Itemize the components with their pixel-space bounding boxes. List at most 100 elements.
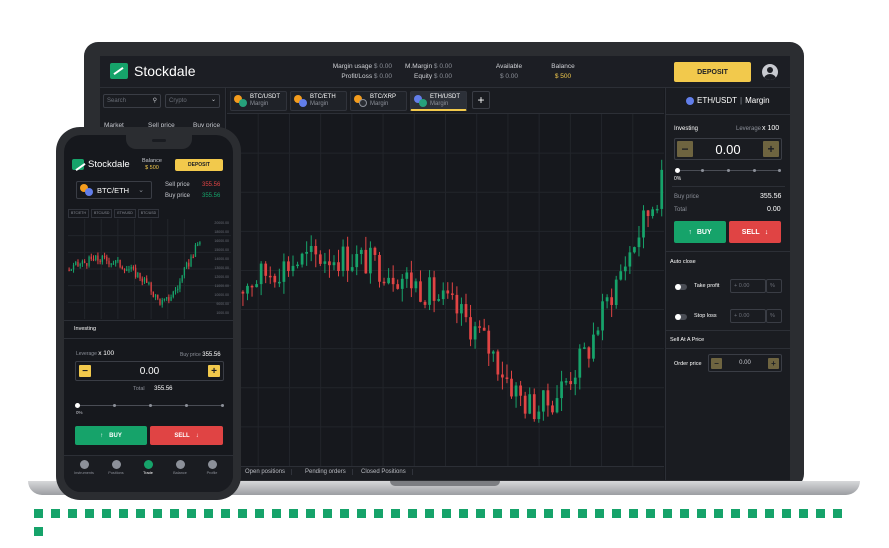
phone-amount-stepper[interactable]: − 0.00 + — [75, 361, 224, 381]
divider — [672, 186, 785, 187]
candle-body — [199, 242, 201, 245]
amount-value[interactable]: 0.00 — [715, 141, 741, 157]
phone-pair-select[interactable]: BTC/ETH ⌄ — [76, 181, 152, 199]
tab-type: Margin — [370, 101, 389, 107]
dash — [408, 509, 417, 518]
phone-amount-value[interactable]: 0.00 — [139, 365, 160, 377]
tab-eth-usdt[interactable]: ETH/USDT Margin — [410, 91, 467, 111]
candle-body — [364, 249, 368, 274]
dash — [187, 509, 196, 518]
crypto-placeholder: Crypto — [169, 98, 187, 104]
candle-body — [101, 255, 104, 262]
phone-mini-tab[interactable]: BTC/USD — [90, 209, 113, 218]
nav-balance[interactable]: Balance — [164, 460, 196, 475]
candle-body — [112, 263, 115, 265]
candle-body — [409, 272, 413, 289]
phone-mini-tabs: BTC/ETH BTC/USD ETH/USD BTC/USD — [68, 209, 229, 218]
slider-knob[interactable] — [675, 168, 680, 173]
nav-trade[interactable]: Trade — [132, 460, 164, 475]
phone-mini-tab[interactable]: ETH/USD — [114, 209, 136, 218]
chevron-down-icon: ⌄ — [138, 187, 144, 194]
stop-loss-toggle[interactable] — [675, 314, 687, 320]
price-chart[interactable] — [227, 114, 664, 466]
tab-closed-positions[interactable]: Closed Positions — [355, 469, 413, 475]
order-price-value[interactable]: 0.00 — [739, 360, 751, 366]
add-tab-button[interactable]: + — [472, 91, 490, 109]
candle-body — [391, 277, 395, 285]
profile-icon — [207, 460, 217, 469]
crypto-select[interactable]: Crypto ⌄ — [165, 94, 220, 108]
candle-body — [469, 317, 472, 340]
candle-body — [582, 347, 586, 349]
plus-button[interactable]: + — [768, 357, 779, 369]
nav-label: Positions — [108, 471, 124, 475]
phone-mini-tab[interactable]: BTC/ETH — [68, 209, 89, 218]
dash — [493, 509, 502, 518]
title-pair: ETH/USDT — [697, 96, 737, 105]
tab-btc-xrp[interactable]: BTC/XRP Margin — [350, 91, 407, 111]
nav-positions[interactable]: Positions — [100, 460, 132, 475]
total-label: Total — [674, 207, 687, 213]
dash — [731, 509, 740, 518]
candle-body — [346, 246, 349, 271]
deposit-button[interactable]: DEPOSIT — [674, 62, 751, 82]
order-price-stepper[interactable]: − 0.00 + — [708, 354, 782, 372]
phone-deposit-button[interactable]: DEPOSIT — [175, 159, 223, 171]
buy-button[interactable]: ↑ BUY — [674, 221, 726, 243]
take-profit-label: Take profit — [694, 283, 720, 289]
phone-slider-percent: 0% — [76, 410, 83, 415]
phone-minus-button[interactable]: − — [79, 365, 91, 377]
search-input[interactable]: Search ⚲ — [103, 94, 161, 108]
positions-tabs: Open positions Pending orders Closed Pos… — [227, 466, 664, 480]
leverage-label: Leverage — [736, 126, 762, 132]
take-profit-toggle[interactable] — [675, 284, 687, 290]
nav-instruments[interactable]: Instruments — [68, 460, 100, 475]
phone-total-label: Total — [133, 386, 145, 392]
dash — [646, 509, 655, 518]
phone-chart[interactable]: 20000.00 18000.00 16000.00 15000.00 14000.00… — [68, 219, 231, 319]
candle-body — [373, 247, 377, 255]
stop-loss-unit[interactable]: % — [766, 309, 782, 323]
available-value: $ 0.00 — [499, 73, 519, 80]
minus-button[interactable]: − — [711, 357, 722, 369]
nav-profile[interactable]: Profile — [196, 460, 228, 475]
phone-slider-knob[interactable] — [75, 403, 80, 408]
phone-sell-button[interactable]: SELL ↓ — [150, 426, 223, 445]
brand-logo[interactable]: Stockdale — [110, 63, 195, 79]
candle-body — [119, 259, 121, 267]
percent-unit: % — [770, 313, 775, 319]
laptop-notch — [390, 481, 500, 486]
dash — [833, 509, 842, 518]
dash — [306, 509, 315, 518]
take-profit-input[interactable]: + 0.00 — [730, 279, 766, 293]
phone-buy-button[interactable]: ↑ BUY — [75, 426, 147, 445]
candle-body — [110, 263, 112, 265]
candle-body — [77, 262, 79, 266]
tab-open-positions[interactable]: Open positions — [239, 469, 293, 475]
tab-btc-eth[interactable]: BTC/ETH Margin — [290, 91, 347, 111]
tab-btc-usdt[interactable]: BTC/USDT Margin — [230, 91, 287, 111]
candle-body — [560, 381, 563, 399]
plus-button[interactable]: + — [763, 141, 779, 157]
stop-loss-input[interactable]: + 0.00 — [730, 309, 766, 323]
candle-body — [642, 210, 645, 238]
phone-mini-tab[interactable]: BTC/USD — [137, 209, 160, 218]
slider-step — [221, 404, 224, 407]
eth-usdt-coin-icon — [414, 94, 428, 107]
dash — [238, 509, 247, 518]
candle-body — [601, 301, 604, 331]
minus-button[interactable]: − — [677, 141, 693, 157]
price-scale-label: 1000.00 — [216, 311, 229, 315]
candle-body — [154, 294, 157, 297]
tab-pending-orders[interactable]: Pending orders — [299, 469, 353, 475]
sell-button[interactable]: SELL ↓ — [729, 221, 781, 243]
candle-body — [482, 327, 486, 331]
user-avatar-icon[interactable] — [762, 64, 778, 80]
candle-body — [592, 334, 595, 359]
amount-stepper[interactable]: − 0.00 + — [674, 138, 782, 160]
phone-plus-button[interactable]: + — [208, 365, 220, 377]
nav-label: Trade — [143, 471, 153, 475]
balance-value: $ 500 — [554, 73, 572, 80]
dash — [102, 509, 111, 518]
take-profit-unit[interactable]: % — [766, 279, 782, 293]
